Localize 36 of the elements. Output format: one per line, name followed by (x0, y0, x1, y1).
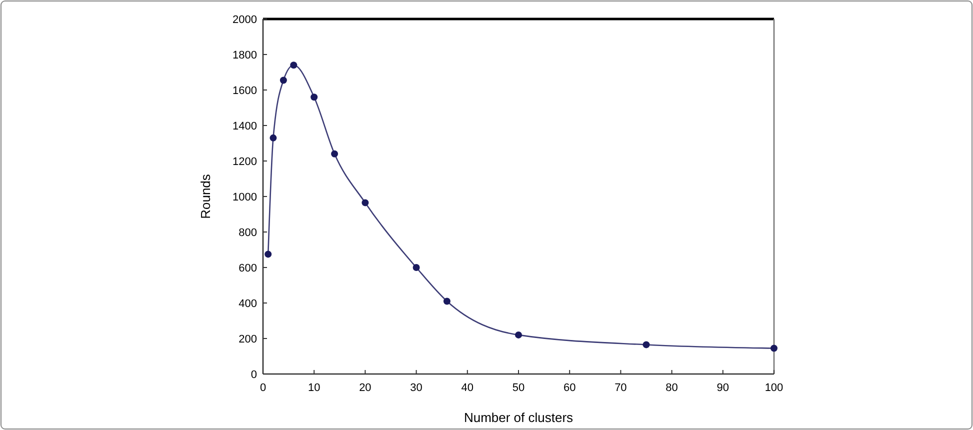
y-tick-label: 600 (238, 262, 257, 274)
point (270, 134, 277, 142)
x-tick-label: 10 (308, 382, 320, 394)
point (280, 76, 287, 84)
y-axis-title: Rounds (198, 174, 213, 219)
x-tick-label: 100 (764, 382, 784, 394)
point (331, 150, 338, 158)
point (412, 264, 420, 271)
y-tick-label: 2000 (232, 14, 257, 26)
x-tick-label: 30 (410, 382, 422, 394)
y-tick-label: 1200 (232, 156, 257, 168)
x-tick-label: 20 (359, 382, 372, 394)
y-tick-label: 800 (238, 227, 257, 239)
y-tick-label: 400 (238, 298, 257, 310)
y-tick-label: 200 (238, 334, 257, 346)
point (443, 298, 450, 305)
x-tick-label: 0 (260, 382, 266, 394)
y-tick-label: 1800 (232, 50, 257, 62)
x-axis-title: Number of clusters (464, 410, 574, 425)
y-tick-label: 1600 (232, 85, 257, 97)
point (362, 199, 369, 206)
point (290, 62, 298, 69)
y-tick-label: 0 (250, 369, 257, 381)
point (515, 331, 522, 338)
point (264, 250, 272, 258)
x-tick-label: 50 (512, 382, 525, 394)
x-tick-label: 90 (716, 382, 730, 394)
x-tick-label: 60 (563, 382, 576, 394)
y-tick-label: 1400 (232, 120, 257, 132)
point (642, 341, 650, 348)
y-tick-label: 1000 (232, 192, 257, 204)
point (310, 94, 318, 101)
x-tick-label: 40 (461, 382, 474, 394)
point (770, 344, 778, 352)
x-tick-label: 70 (614, 382, 627, 394)
x-tick-label: 80 (666, 382, 678, 394)
